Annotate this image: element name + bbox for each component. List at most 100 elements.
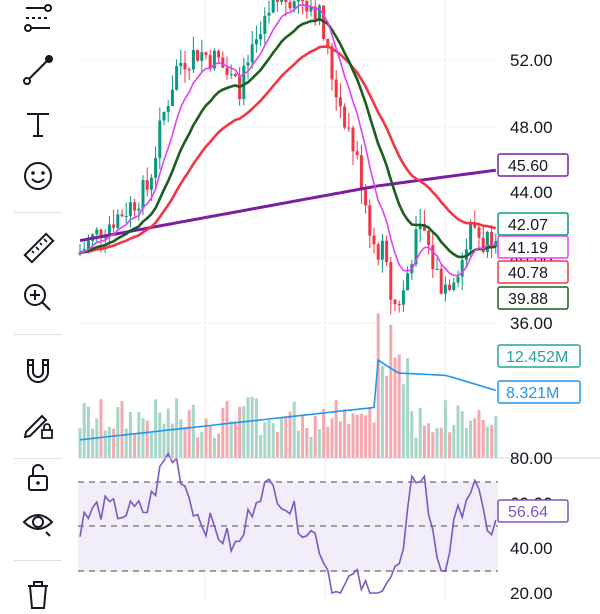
text-tool-icon <box>27 113 49 137</box>
candle-body <box>368 205 372 236</box>
volume-bar <box>322 408 326 458</box>
volume-bar <box>397 354 401 458</box>
zoom-in-tool[interactable] <box>12 278 64 318</box>
volume-bar <box>410 411 414 458</box>
candle-body <box>267 12 271 16</box>
volume-bar <box>149 432 153 458</box>
rsi-badge <box>497 499 569 523</box>
volume-bar <box>359 413 363 458</box>
volume-bar <box>246 397 250 458</box>
text-tool[interactable] <box>12 104 64 144</box>
toolbar-separator <box>14 560 62 561</box>
volume-bar <box>389 324 393 458</box>
candle-body <box>204 52 208 56</box>
candle-body <box>225 67 229 75</box>
unlock-tool[interactable] <box>12 458 64 498</box>
candle-body <box>406 273 410 291</box>
volume-bar <box>175 398 179 458</box>
volume-bar <box>385 375 389 458</box>
candle-body <box>443 284 447 294</box>
price-badge-label: 41.19 <box>508 240 548 257</box>
candle-body <box>141 180 145 209</box>
volume-bar <box>288 411 292 458</box>
candle-body <box>179 62 183 67</box>
volume-bar <box>166 408 170 458</box>
volume-bar <box>212 437 216 458</box>
volume-bar <box>460 411 464 458</box>
chart-canvas[interactable]: 56.0052.0048.0044.0040.0036.0080.0060.00… <box>78 0 600 600</box>
rsi-value-label: 56.64 <box>508 504 548 521</box>
volume-bar <box>229 421 233 458</box>
candle-body <box>221 57 225 68</box>
volume-bar <box>431 432 435 458</box>
candle-body <box>351 127 355 152</box>
volume-badge <box>497 344 581 368</box>
candle-body <box>481 237 485 253</box>
candle-body <box>485 231 489 253</box>
volume-bar <box>183 427 187 458</box>
price-tick-label: 52.00 <box>510 51 553 70</box>
candle-body <box>162 111 166 121</box>
toolbar-separator <box>14 334 62 335</box>
lock-drawing-tool[interactable] <box>12 404 64 444</box>
rsi-line <box>79 451 497 595</box>
volume-bar <box>422 425 426 458</box>
volume-bar <box>376 313 380 458</box>
candle-body <box>292 1 296 9</box>
drawing-toolbar <box>0 0 78 609</box>
price-badge-label: 45.60 <box>508 158 548 175</box>
volume-bar <box>372 422 376 458</box>
volume-bar <box>490 425 494 458</box>
volume-bar <box>456 405 460 458</box>
candle-body <box>401 290 405 305</box>
volume-bar <box>99 399 103 458</box>
candle-body <box>347 127 351 129</box>
remove-drawings-tool[interactable] <box>12 574 64 614</box>
volume-bar <box>439 427 443 458</box>
candle-body <box>280 0 284 2</box>
volume-bar <box>191 404 195 458</box>
price-badge <box>497 212 569 236</box>
candle-body <box>397 304 401 306</box>
candle-body <box>229 74 233 76</box>
trend-line-tool[interactable] <box>12 50 64 90</box>
volume-bar <box>158 412 162 458</box>
volume-bar <box>145 420 149 458</box>
volume-bar <box>254 398 258 458</box>
volume-bar <box>477 410 481 458</box>
candle-body <box>208 55 212 69</box>
ema-red-line <box>79 45 497 254</box>
candle-body <box>380 240 384 260</box>
candle-body <box>107 224 111 236</box>
magnet-tool[interactable] <box>12 350 64 390</box>
ema-green-line <box>79 17 496 259</box>
chart-area[interactable]: 56.0052.0048.0044.0040.0036.0080.0060.00… <box>78 0 600 600</box>
volume-bar <box>154 399 158 458</box>
volume-bar <box>124 428 128 458</box>
volume-bar <box>275 431 279 458</box>
volume-bar <box>225 400 229 458</box>
candle-body <box>494 241 498 248</box>
visibility-tool[interactable] <box>12 502 64 542</box>
emoji-tool[interactable] <box>12 156 64 196</box>
candle-body <box>250 44 254 63</box>
volume-bar <box>120 400 124 458</box>
volume-bar <box>364 415 368 458</box>
candle-body <box>439 268 443 294</box>
volume-bar <box>481 419 485 458</box>
candle-body <box>376 244 380 260</box>
candle-body <box>212 50 216 69</box>
volume-bar <box>162 423 166 458</box>
candle-body <box>427 230 431 246</box>
unlock-icon <box>28 464 48 491</box>
price-tick-label: 48.00 <box>510 118 553 137</box>
volume-bar <box>393 357 397 458</box>
rsi-levels <box>78 481 498 572</box>
volume-bar <box>259 434 263 458</box>
candle-body <box>296 0 300 2</box>
volume-bar <box>112 428 116 458</box>
price-badge <box>497 260 569 284</box>
candle-body <box>460 260 464 277</box>
fib-retracement-tool[interactable] <box>12 0 64 40</box>
ruler-tool[interactable] <box>12 228 64 268</box>
